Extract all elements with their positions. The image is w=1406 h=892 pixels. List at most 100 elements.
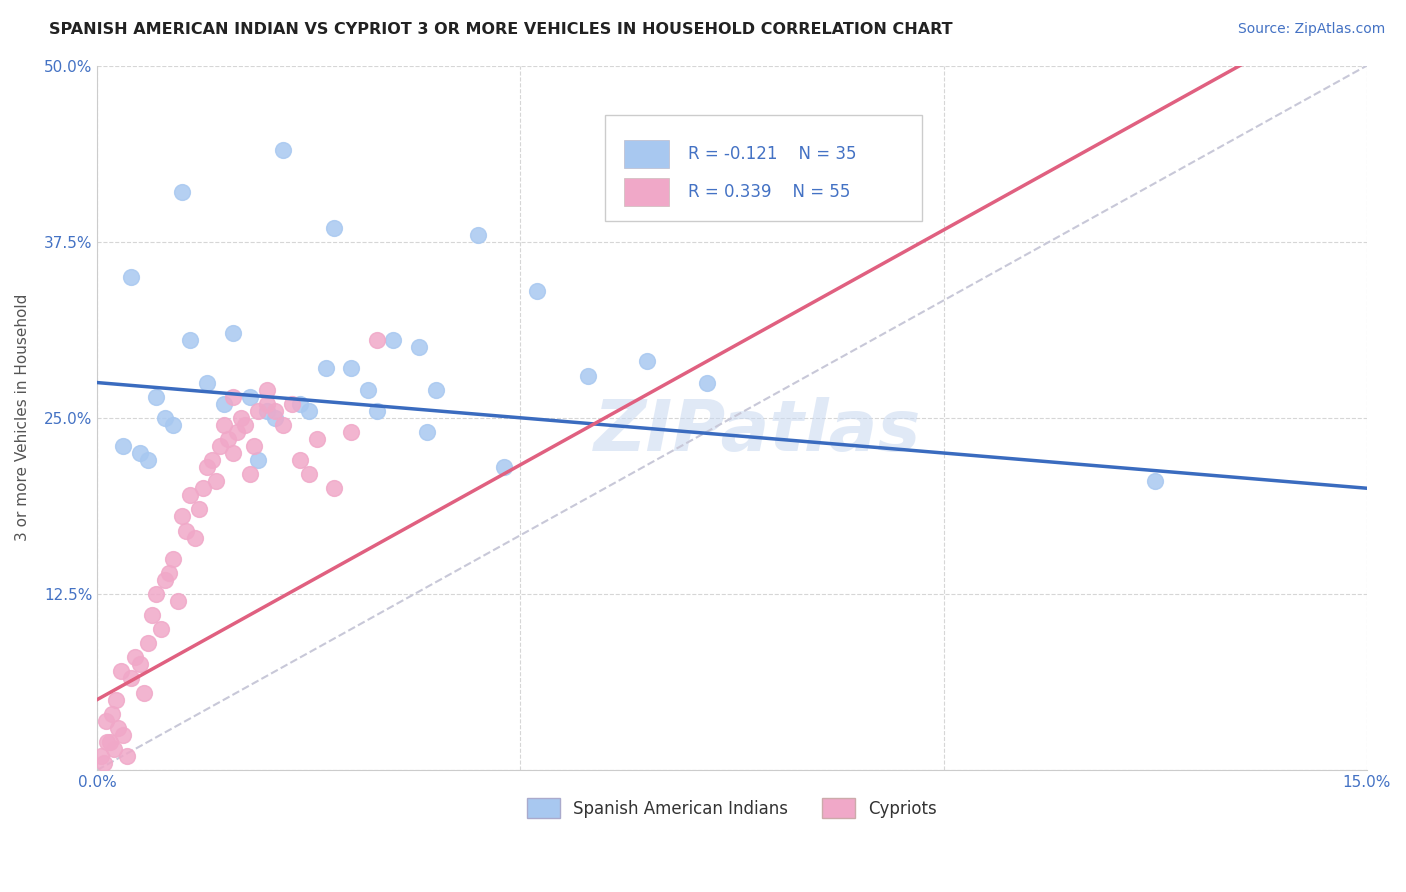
Point bbox=[225, 425, 247, 439]
Point bbox=[256, 383, 278, 397]
Point bbox=[366, 403, 388, 417]
Point bbox=[323, 220, 346, 235]
Point bbox=[264, 403, 287, 417]
Point bbox=[195, 376, 218, 390]
Point bbox=[576, 368, 599, 383]
Point bbox=[467, 227, 489, 242]
Point bbox=[243, 439, 266, 453]
Point bbox=[104, 692, 127, 706]
Point bbox=[149, 622, 172, 636]
Point bbox=[110, 665, 132, 679]
Point bbox=[264, 410, 287, 425]
Point bbox=[132, 685, 155, 699]
Point bbox=[212, 417, 235, 432]
Point bbox=[492, 460, 515, 475]
Text: SPANISH AMERICAN INDIAN VS CYPRIOT 3 OR MORE VEHICLES IN HOUSEHOLD CORRELATION C: SPANISH AMERICAN INDIAN VS CYPRIOT 3 OR … bbox=[49, 22, 953, 37]
Point bbox=[366, 334, 388, 348]
Point bbox=[98, 735, 121, 749]
Point bbox=[298, 467, 321, 482]
Point bbox=[128, 657, 150, 672]
Point bbox=[136, 453, 159, 467]
Point bbox=[183, 531, 205, 545]
Legend: Spanish American Indians, Cypriots: Spanish American Indians, Cypriots bbox=[520, 791, 943, 825]
Point bbox=[425, 383, 447, 397]
Point bbox=[221, 390, 243, 404]
Point bbox=[157, 566, 180, 580]
Point bbox=[93, 756, 115, 770]
Point bbox=[696, 376, 718, 390]
Point bbox=[247, 453, 270, 467]
Point bbox=[200, 453, 222, 467]
Point bbox=[170, 509, 193, 524]
Point bbox=[153, 410, 176, 425]
Point bbox=[273, 143, 295, 157]
Point bbox=[526, 284, 548, 298]
Point bbox=[96, 735, 118, 749]
Point bbox=[191, 481, 214, 495]
Point bbox=[124, 650, 146, 665]
Point bbox=[247, 403, 270, 417]
Point bbox=[103, 742, 125, 756]
Point bbox=[162, 551, 184, 566]
Point bbox=[115, 748, 138, 763]
Point bbox=[217, 432, 239, 446]
Point bbox=[208, 439, 231, 453]
Point bbox=[221, 446, 243, 460]
Text: ZIPatlas: ZIPatlas bbox=[593, 398, 921, 467]
Point bbox=[235, 417, 257, 432]
Point bbox=[273, 417, 295, 432]
Point bbox=[256, 403, 278, 417]
Point bbox=[145, 390, 167, 404]
Point bbox=[145, 587, 167, 601]
Point bbox=[340, 361, 363, 376]
Point bbox=[239, 390, 262, 404]
Point bbox=[256, 397, 278, 411]
Point bbox=[174, 524, 197, 538]
Point bbox=[179, 488, 201, 502]
Point bbox=[315, 361, 337, 376]
Point bbox=[221, 326, 243, 341]
Point bbox=[382, 334, 405, 348]
Point bbox=[111, 439, 134, 453]
Text: R = -0.121    N = 35: R = -0.121 N = 35 bbox=[688, 145, 856, 162]
Point bbox=[416, 425, 439, 439]
Point bbox=[307, 432, 329, 446]
Text: R = 0.339    N = 55: R = 0.339 N = 55 bbox=[688, 184, 851, 202]
FancyBboxPatch shape bbox=[624, 178, 669, 206]
Point bbox=[281, 397, 304, 411]
Point bbox=[162, 417, 184, 432]
Point bbox=[120, 269, 142, 284]
Point bbox=[408, 340, 430, 354]
Point bbox=[128, 446, 150, 460]
Point bbox=[94, 714, 117, 728]
Point bbox=[111, 728, 134, 742]
Point bbox=[170, 186, 193, 200]
Point bbox=[141, 607, 163, 622]
FancyBboxPatch shape bbox=[624, 139, 669, 168]
Point bbox=[179, 334, 201, 348]
Point bbox=[1144, 474, 1167, 488]
Point bbox=[90, 748, 112, 763]
Point bbox=[136, 636, 159, 650]
Point bbox=[212, 397, 235, 411]
Point bbox=[340, 425, 363, 439]
Point bbox=[231, 410, 253, 425]
Point bbox=[290, 453, 312, 467]
Point bbox=[323, 481, 346, 495]
Text: Source: ZipAtlas.com: Source: ZipAtlas.com bbox=[1237, 22, 1385, 37]
Point bbox=[204, 474, 226, 488]
Point bbox=[166, 594, 188, 608]
Point bbox=[107, 721, 129, 735]
Point bbox=[290, 397, 312, 411]
Point bbox=[187, 502, 209, 516]
Point bbox=[101, 706, 124, 721]
Point bbox=[120, 672, 142, 686]
Point bbox=[357, 383, 380, 397]
Point bbox=[153, 573, 176, 587]
FancyBboxPatch shape bbox=[605, 115, 922, 220]
Point bbox=[195, 460, 218, 475]
Point bbox=[239, 467, 262, 482]
Y-axis label: 3 or more Vehicles in Household: 3 or more Vehicles in Household bbox=[15, 294, 30, 541]
Point bbox=[636, 354, 658, 368]
Point bbox=[298, 403, 321, 417]
